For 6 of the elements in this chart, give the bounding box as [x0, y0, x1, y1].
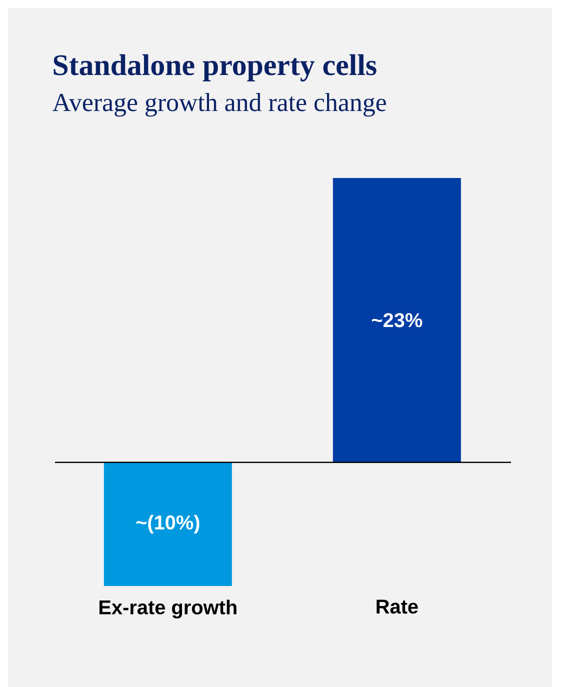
data-label: ~23%	[372, 313, 422, 328]
chart-subtitle: Average growth and rate change	[52, 93, 386, 117]
x-tick-label: Rate	[376, 600, 418, 614]
x-tick-label: Ex-rate growth	[99, 600, 236, 618]
chart-title: Standalone property cells	[54, 54, 376, 82]
data-label: ~(10%)	[136, 514, 200, 534]
